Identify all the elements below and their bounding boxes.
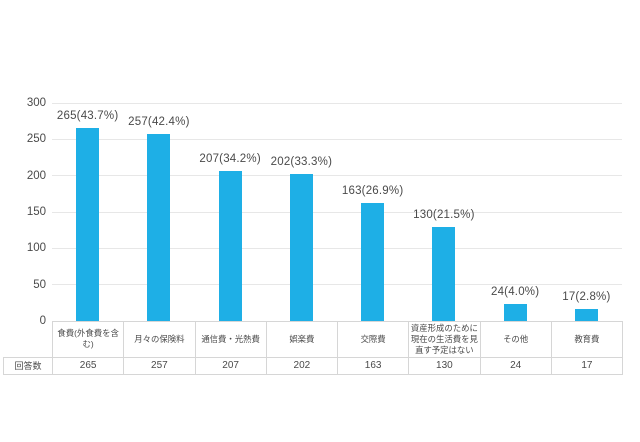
bar-value-label: 163(26.9%) (341, 184, 404, 197)
count-cell: 24 (479, 356, 552, 375)
count-cell: 207 (194, 356, 267, 375)
bar (218, 170, 242, 321)
y-axis-tick-label: 100 (26, 242, 46, 255)
y-gridline (52, 211, 622, 213)
bar (76, 128, 100, 321)
count-cell: 130 (408, 356, 481, 375)
category-cell: 食費(外食費を含む) (51, 321, 125, 358)
bar (147, 134, 171, 321)
y-axis-tick-label: 250 (26, 133, 46, 146)
category-cell: 通信費・光熱費 (194, 321, 267, 358)
bar-value-label: 257(42.4%) (128, 116, 190, 129)
bar-value-label: 130(21.5%) (413, 208, 475, 221)
count-cell: 163 (336, 356, 410, 375)
y-axis-tick-label: 150 (26, 206, 46, 218)
response-count-table: 食費(外食費を含む) 月々の保険料 通信費・光熱費 娯楽費 交際費 資産形成のために現在の… (3, 321, 624, 375)
count-cell: 17 (550, 356, 624, 375)
table-corner-spacer (4, 322, 53, 358)
y-axis-tick-label: 200 (26, 169, 46, 182)
bar-value-label: 207(34.2%) (199, 152, 261, 165)
y-axis-tick-label: 50 (33, 278, 46, 291)
y-axis-tick-label: 0 (39, 315, 46, 327)
count-cell: 257 (123, 356, 196, 375)
category-cell: 月々の保険料 (123, 321, 196, 358)
bar-value-label: 265(43.7%) (56, 110, 119, 123)
category-cell: 交際費 (336, 321, 410, 358)
y-gridline (52, 284, 622, 286)
category-cell: その他 (479, 321, 552, 358)
y-gridline (52, 138, 622, 140)
bar-value-label: 202(33.3%) (270, 156, 333, 169)
y-gridline (52, 247, 622, 249)
y-gridline (52, 102, 622, 104)
bar (361, 202, 385, 321)
category-cell: 資産形成のために現在の生活費を見直す予定はない (408, 321, 481, 358)
count-cell: 202 (265, 356, 339, 375)
row-header-response-count: 回答数 (3, 356, 53, 375)
y-gridline (52, 175, 622, 177)
bar-value-label: 24(4.0%) (490, 285, 540, 298)
bar (289, 174, 313, 321)
bar (503, 303, 527, 321)
bar-value-label: 17(2.8%) (562, 290, 611, 303)
bar (432, 226, 456, 321)
y-axis-tick-label: 300 (26, 97, 46, 109)
category-cell: 娯楽費 (265, 321, 339, 358)
count-cell: 265 (51, 356, 125, 375)
bar (574, 308, 598, 321)
category-cell: 教育費 (550, 321, 624, 358)
